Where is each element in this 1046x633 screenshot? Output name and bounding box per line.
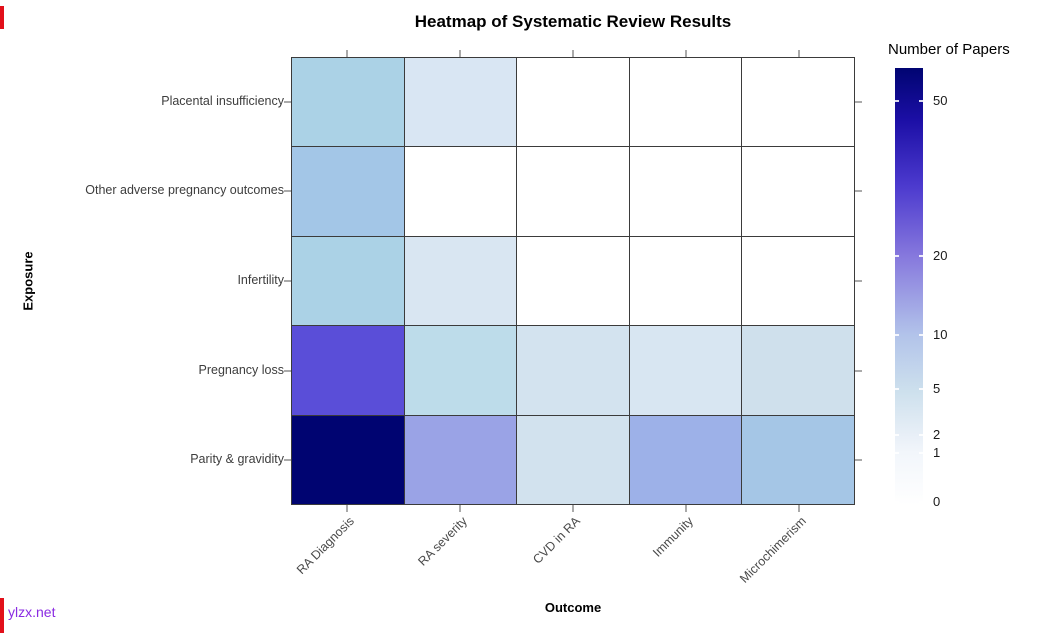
tick-mark [284,280,291,282]
legend-tick-label: 0 [933,493,941,509]
tick-mark [855,369,862,372]
heatmap-cell [742,326,854,415]
watermark-link[interactable]: ylzx.net [8,604,56,620]
legend-tick-mark [919,451,923,454]
chart-title: Heatmap of Systematic Review Results [414,12,732,31]
y-tick-label: Infertility [237,273,284,287]
heatmap-cell [517,236,629,326]
heatmap-cell [404,58,517,147]
heatmap-cell [292,326,404,415]
heatmap-cell [742,147,854,236]
tick-mark [684,505,687,512]
tick-mark [284,369,291,372]
tick-mark [284,459,291,462]
x-tick-label: RA severity [415,514,471,569]
legend-tick-mark [895,334,899,336]
legend-tick-mark [895,451,899,454]
red-edge-artifact-bottom [0,598,4,633]
legend-tick-label: 2 [933,427,941,443]
legend-tick-mark [895,254,899,257]
heatmap-cell [517,58,629,147]
tick-mark [346,50,349,57]
legend-tick-label: 10 [933,327,948,342]
heatmap-cell [292,415,404,504]
legend-tick-mark [919,388,923,391]
legend-tick-mark [919,100,923,103]
legend-tick-mark [919,334,923,336]
tick-mark [855,459,862,462]
legend-tick-mark [895,500,899,503]
y-tick-label: Parity & gravidity [190,452,284,467]
legend-tick-mark [895,434,899,437]
heatmap-cell [629,415,742,504]
x-tick-label: RA Diagnosis [294,514,358,577]
red-edge-artifact-top [0,6,4,29]
tick-mark [797,50,800,57]
tick-mark [855,100,862,103]
tick-mark [855,190,862,193]
legend-title: Number of Papers [888,41,1010,58]
heatmap-cell [517,326,629,415]
x-tick-label: Microchimerism [736,514,809,586]
heatmap-cell [404,236,517,326]
tick-mark [855,280,862,282]
heatmap-cell [742,58,854,147]
tick-mark [284,100,291,103]
legend-tick-label: 1 [933,444,941,460]
heatmap-cell [404,147,517,236]
heatmap-cell [629,326,742,415]
legend-tick-mark [919,434,923,437]
heatmap-cell [404,415,517,504]
heatmap-cell [517,415,629,504]
heatmap-cell [629,58,742,147]
legend-tick-mark [919,254,923,257]
heatmap-cell [742,415,854,504]
y-tick-label: Pregnancy loss [198,362,284,377]
legend-tick-label: 20 [933,247,948,263]
heatmap-cell [404,326,517,415]
tick-mark [572,50,574,57]
tick-mark [572,505,574,512]
tick-mark [797,505,800,512]
heatmap-cell [292,58,404,147]
heatmap-cell [742,236,854,326]
y-tick-label: Other adverse pregnancy outcomes [85,183,284,198]
y-tick-label: Placental insufficiency [161,93,284,108]
tick-mark [459,50,462,57]
heatmap-cell [629,147,742,236]
tick-mark [346,505,349,512]
heatmap-cell [629,236,742,326]
heatmap-cell [292,236,404,326]
heatmap-grid [291,57,855,505]
x-tick-label: CVD in RA [530,514,583,567]
legend-tick-mark [895,100,899,103]
legend-tick-mark [919,500,923,503]
tick-mark [684,50,687,57]
tick-mark [284,190,291,193]
legend-tick-mark [895,388,899,391]
heatmap-cell [517,147,629,236]
x-axis-title: Outcome [544,600,602,615]
heatmap-cell [292,147,404,236]
tick-mark [459,505,462,512]
legend-colorbar [895,68,923,505]
x-tick-label: Immunity [649,514,696,560]
legend-tick-label: 50 [933,93,948,109]
legend-tick-label: 5 [933,381,941,397]
